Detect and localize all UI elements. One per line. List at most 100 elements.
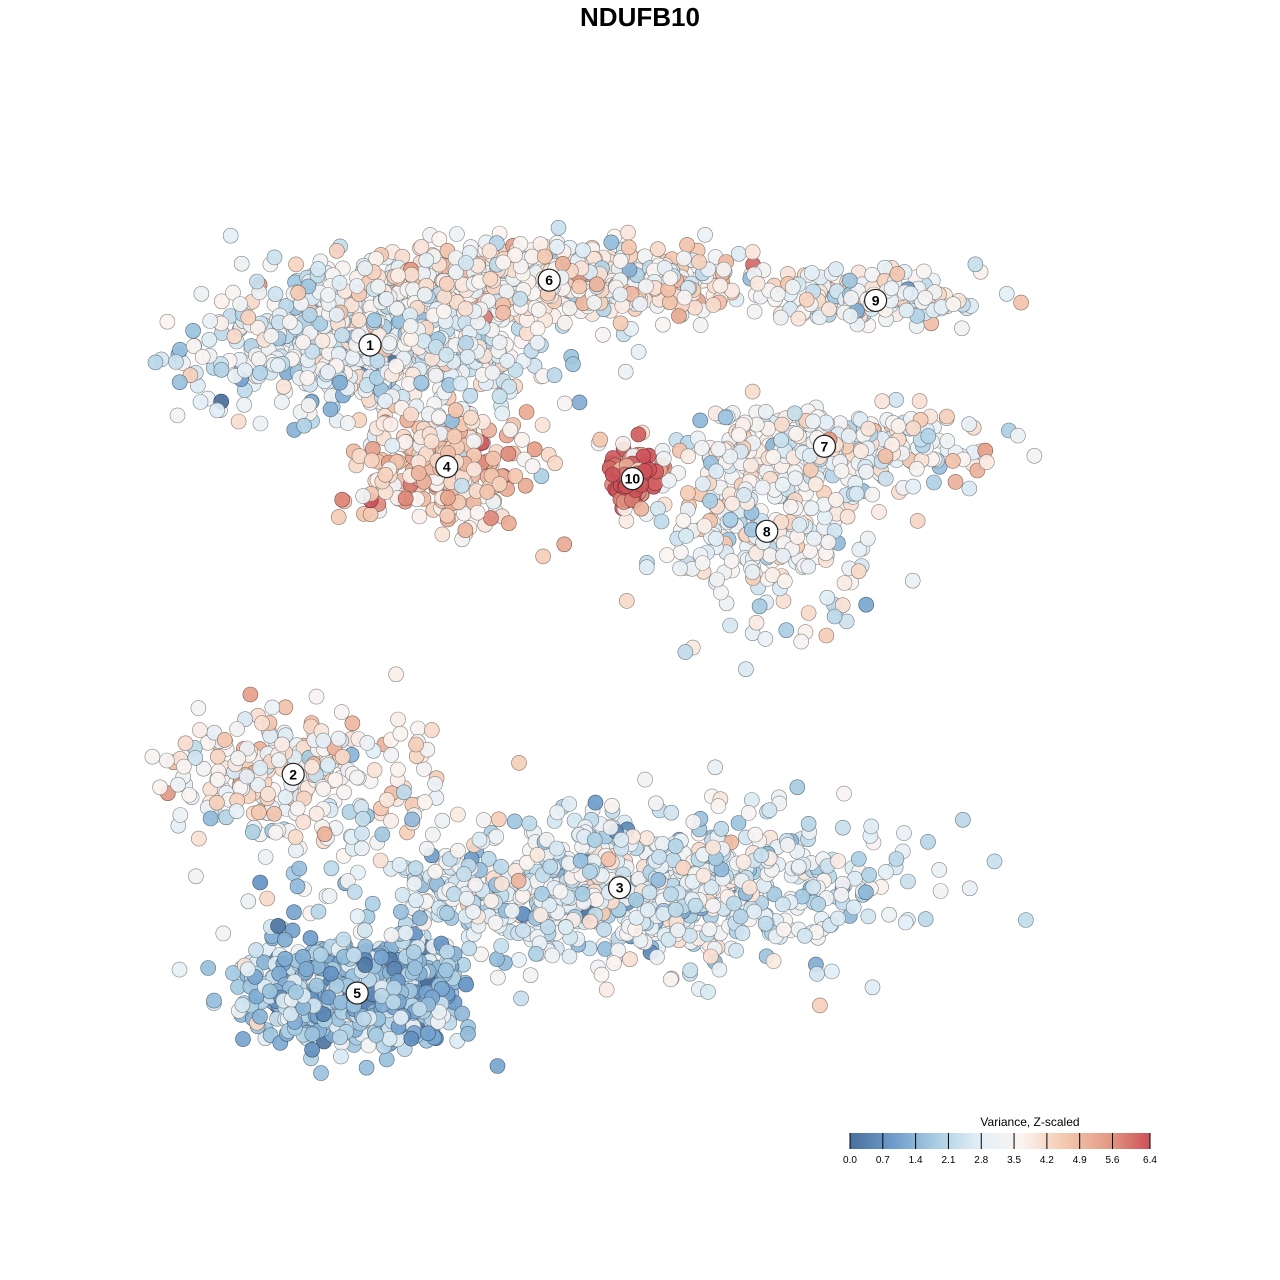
data-point	[381, 335, 398, 352]
data-point	[858, 884, 874, 901]
data-point	[483, 892, 500, 909]
data-point	[682, 962, 699, 979]
data-point	[407, 960, 423, 976]
data-point	[310, 903, 327, 920]
cluster-label-10: 10	[620, 467, 645, 491]
data-point	[709, 571, 725, 588]
data-point	[169, 407, 186, 424]
data-point	[863, 818, 880, 835]
data-point	[902, 285, 919, 302]
data-point	[288, 984, 304, 1000]
data-point	[820, 534, 837, 551]
cluster-label-2: 2	[281, 762, 305, 786]
data-point	[152, 779, 168, 796]
data-point	[322, 401, 339, 418]
data-point	[344, 715, 361, 732]
data-point	[411, 508, 428, 525]
data-point	[423, 722, 440, 738]
data-point	[812, 997, 828, 1014]
data-point	[408, 892, 424, 909]
data-point	[291, 860, 308, 877]
legend-tick-label: 1.4	[909, 1155, 923, 1166]
data-point	[788, 425, 805, 442]
data-point	[418, 252, 435, 269]
data-point	[190, 700, 207, 716]
color-legend: Variance, Z-scaled 0.0 0.7 1.4 2.1 2.8 3.5 4.2…	[843, 1115, 1157, 1166]
data-point	[452, 375, 469, 392]
data-point	[368, 1027, 384, 1043]
data-point	[479, 484, 496, 500]
data-point	[717, 409, 734, 426]
legend-tick-label: 4.9	[1073, 1155, 1087, 1166]
data-point	[615, 435, 631, 452]
data-point	[722, 617, 739, 634]
data-point	[693, 440, 710, 456]
data-point	[331, 275, 348, 291]
data-point	[939, 408, 955, 425]
data-point	[370, 278, 387, 295]
data-point	[498, 283, 515, 300]
data-point	[366, 762, 383, 778]
data-point	[692, 317, 709, 333]
data-point	[213, 361, 230, 378]
data-point	[329, 243, 345, 259]
data-point	[304, 1041, 320, 1058]
data-point	[270, 752, 287, 769]
data-point	[654, 835, 671, 852]
data-point	[237, 362, 253, 379]
data-point	[500, 515, 517, 532]
data-point	[206, 992, 222, 1009]
data-point	[853, 443, 869, 460]
data-point	[775, 547, 791, 564]
data-point	[330, 509, 347, 525]
data-point	[620, 239, 637, 256]
data-point	[823, 963, 840, 980]
data-point	[653, 513, 670, 530]
data-point	[515, 922, 531, 939]
data-point	[393, 1009, 409, 1026]
data-point	[493, 938, 510, 954]
data-point	[630, 344, 647, 360]
data-point	[586, 832, 603, 848]
data-point	[549, 804, 566, 821]
data-point	[700, 984, 716, 1000]
data-point	[582, 913, 598, 930]
data-point	[484, 364, 501, 381]
data-point	[738, 661, 754, 678]
data-point	[749, 275, 766, 292]
data-point	[249, 273, 265, 290]
data-point	[308, 688, 325, 705]
cluster-label-text: 3	[616, 880, 624, 896]
data-point	[805, 879, 822, 895]
data-point	[881, 906, 897, 923]
data-point	[274, 736, 290, 753]
data-point	[593, 966, 610, 983]
data-point	[701, 921, 718, 938]
data-point	[917, 289, 934, 306]
data-point	[210, 748, 226, 765]
data-point	[612, 286, 629, 303]
data-point	[793, 633, 810, 650]
data-point	[260, 786, 276, 802]
data-point	[954, 320, 970, 337]
data-point	[638, 559, 655, 576]
data-point	[288, 256, 304, 273]
data-point	[556, 395, 573, 412]
cluster-label-text: 4	[443, 459, 451, 475]
data-point	[386, 980, 402, 996]
data-point	[667, 901, 684, 918]
legend-tick-label: 0.7	[876, 1155, 890, 1166]
cluster-label-text: 1	[366, 337, 374, 353]
data-point	[193, 285, 210, 302]
data-point	[242, 686, 259, 703]
data-point	[633, 500, 650, 517]
data-point	[302, 930, 319, 946]
data-point	[427, 776, 443, 792]
data-point	[530, 302, 547, 318]
data-point	[390, 267, 406, 284]
data-point	[707, 759, 724, 776]
data-point	[377, 466, 394, 483]
data-point	[871, 504, 887, 520]
data-point	[1018, 912, 1034, 928]
data-point	[277, 789, 294, 806]
